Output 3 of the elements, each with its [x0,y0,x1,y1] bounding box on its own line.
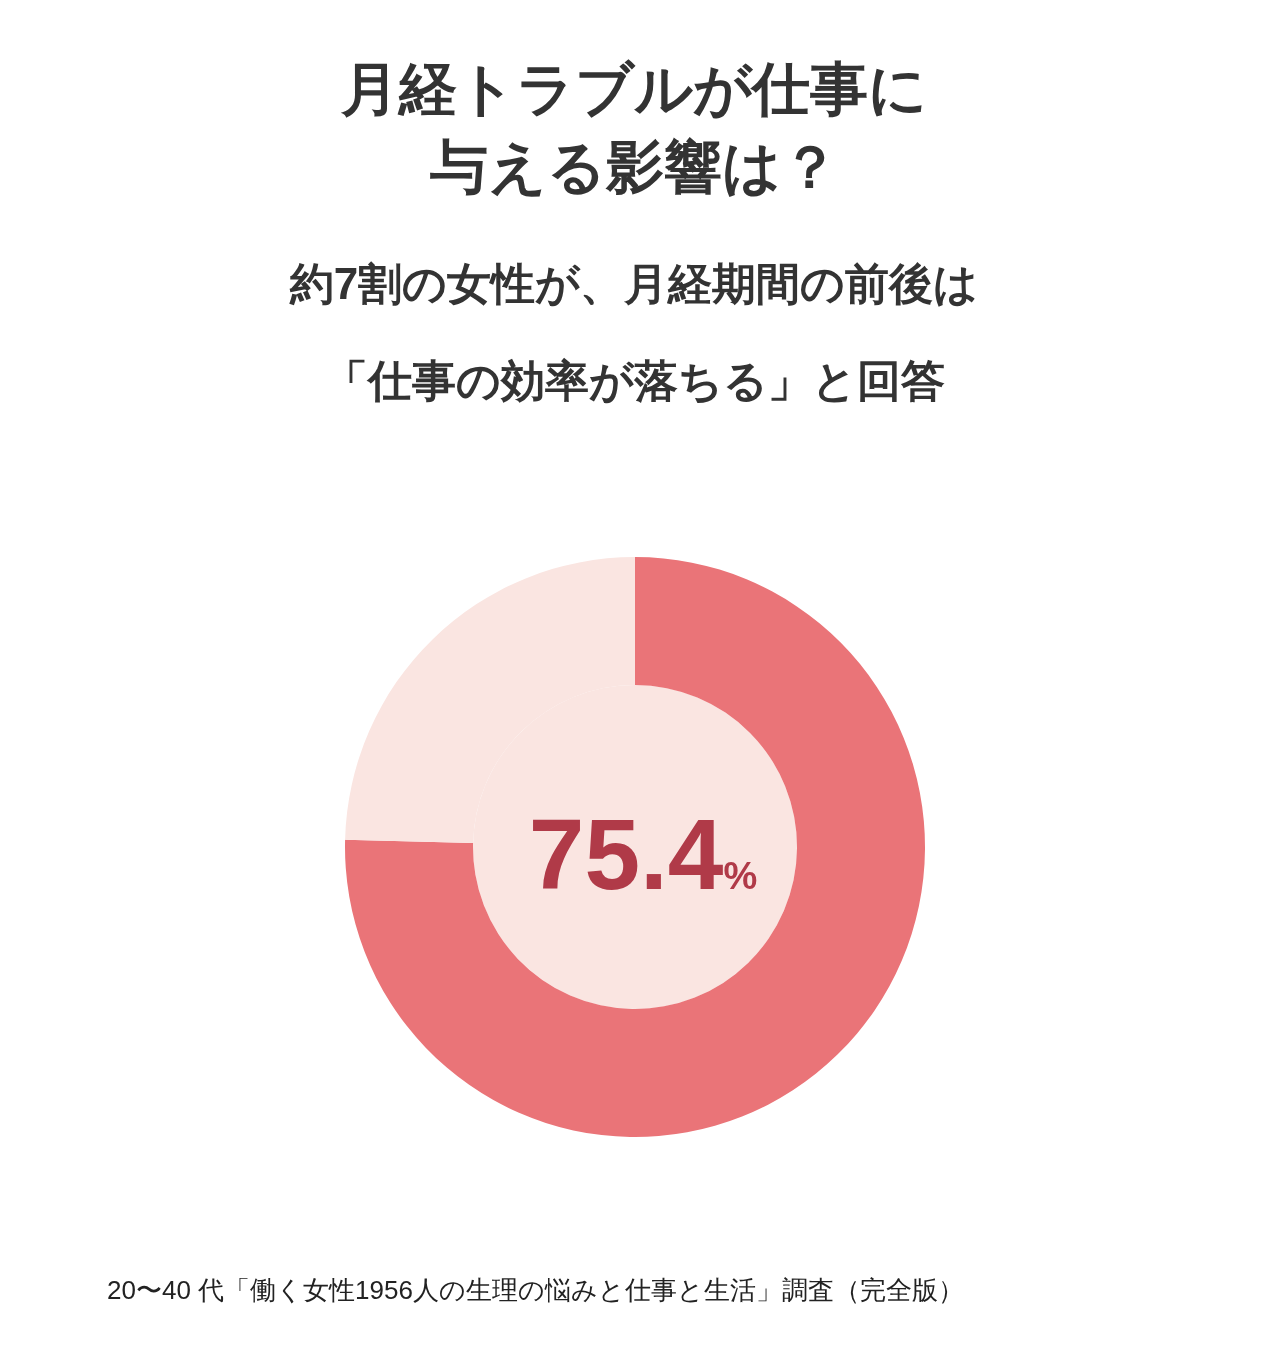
subtitle: 約7割の女性が、月経期間の前後は「仕事の効率が落ちる」と回答 [288,258,980,407]
title: 月経トラブルが仕事に与える影響は？ [340,55,928,201]
annotation: 20〜40 代「働く女性1956人の生理の悩みと仕事と生活」調査（完全版） [107,1274,964,1307]
